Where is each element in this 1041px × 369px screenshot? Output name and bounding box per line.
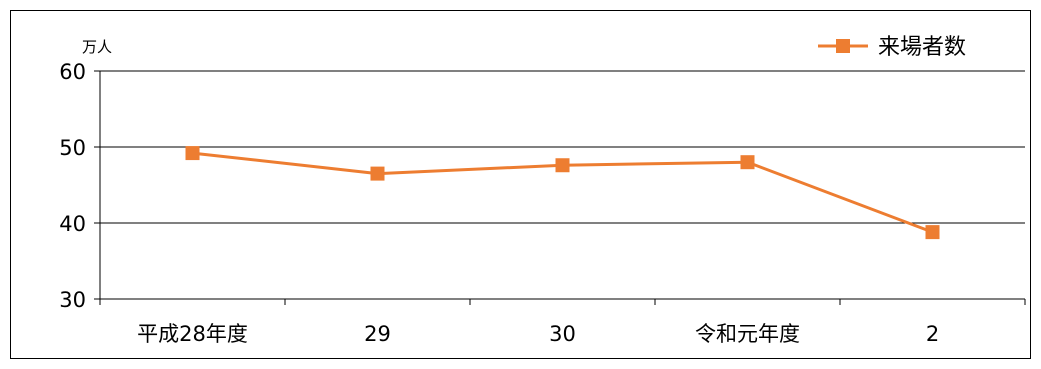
x-tick-label: 2 — [926, 322, 939, 346]
x-tick-label: 令和元年度 — [695, 322, 800, 346]
data-point-marker — [740, 155, 755, 170]
y-tick-label: 30 — [59, 288, 86, 312]
data-point-marker — [925, 225, 940, 240]
data-point-marker — [555, 158, 570, 173]
legend-marker-swatch — [836, 39, 850, 53]
x-tick-label: 29 — [364, 322, 391, 346]
y-tick-label: 50 — [59, 136, 86, 160]
axes — [94, 70, 1026, 305]
x-axis-tick-labels: 平成28年度 29 30 令和元年度 2 — [137, 322, 939, 346]
x-tick-label: 平成28年度 — [137, 322, 248, 346]
legend: 来場者数 — [818, 35, 966, 60]
legend-label: 来場者数 — [878, 35, 966, 60]
x-tick-label: 30 — [549, 322, 576, 346]
y-axis-tick-labels: 30 40 50 60 — [59, 60, 86, 312]
data-point-marker — [370, 166, 385, 181]
series-group — [185, 146, 940, 240]
y-tick-label: 40 — [59, 212, 86, 236]
y-axis-unit-label: 万人 — [82, 38, 112, 56]
chart-frame — [10, 10, 1031, 359]
data-point-marker — [185, 146, 200, 161]
y-tick-label: 60 — [59, 60, 86, 84]
gridlines — [100, 70, 1025, 224]
